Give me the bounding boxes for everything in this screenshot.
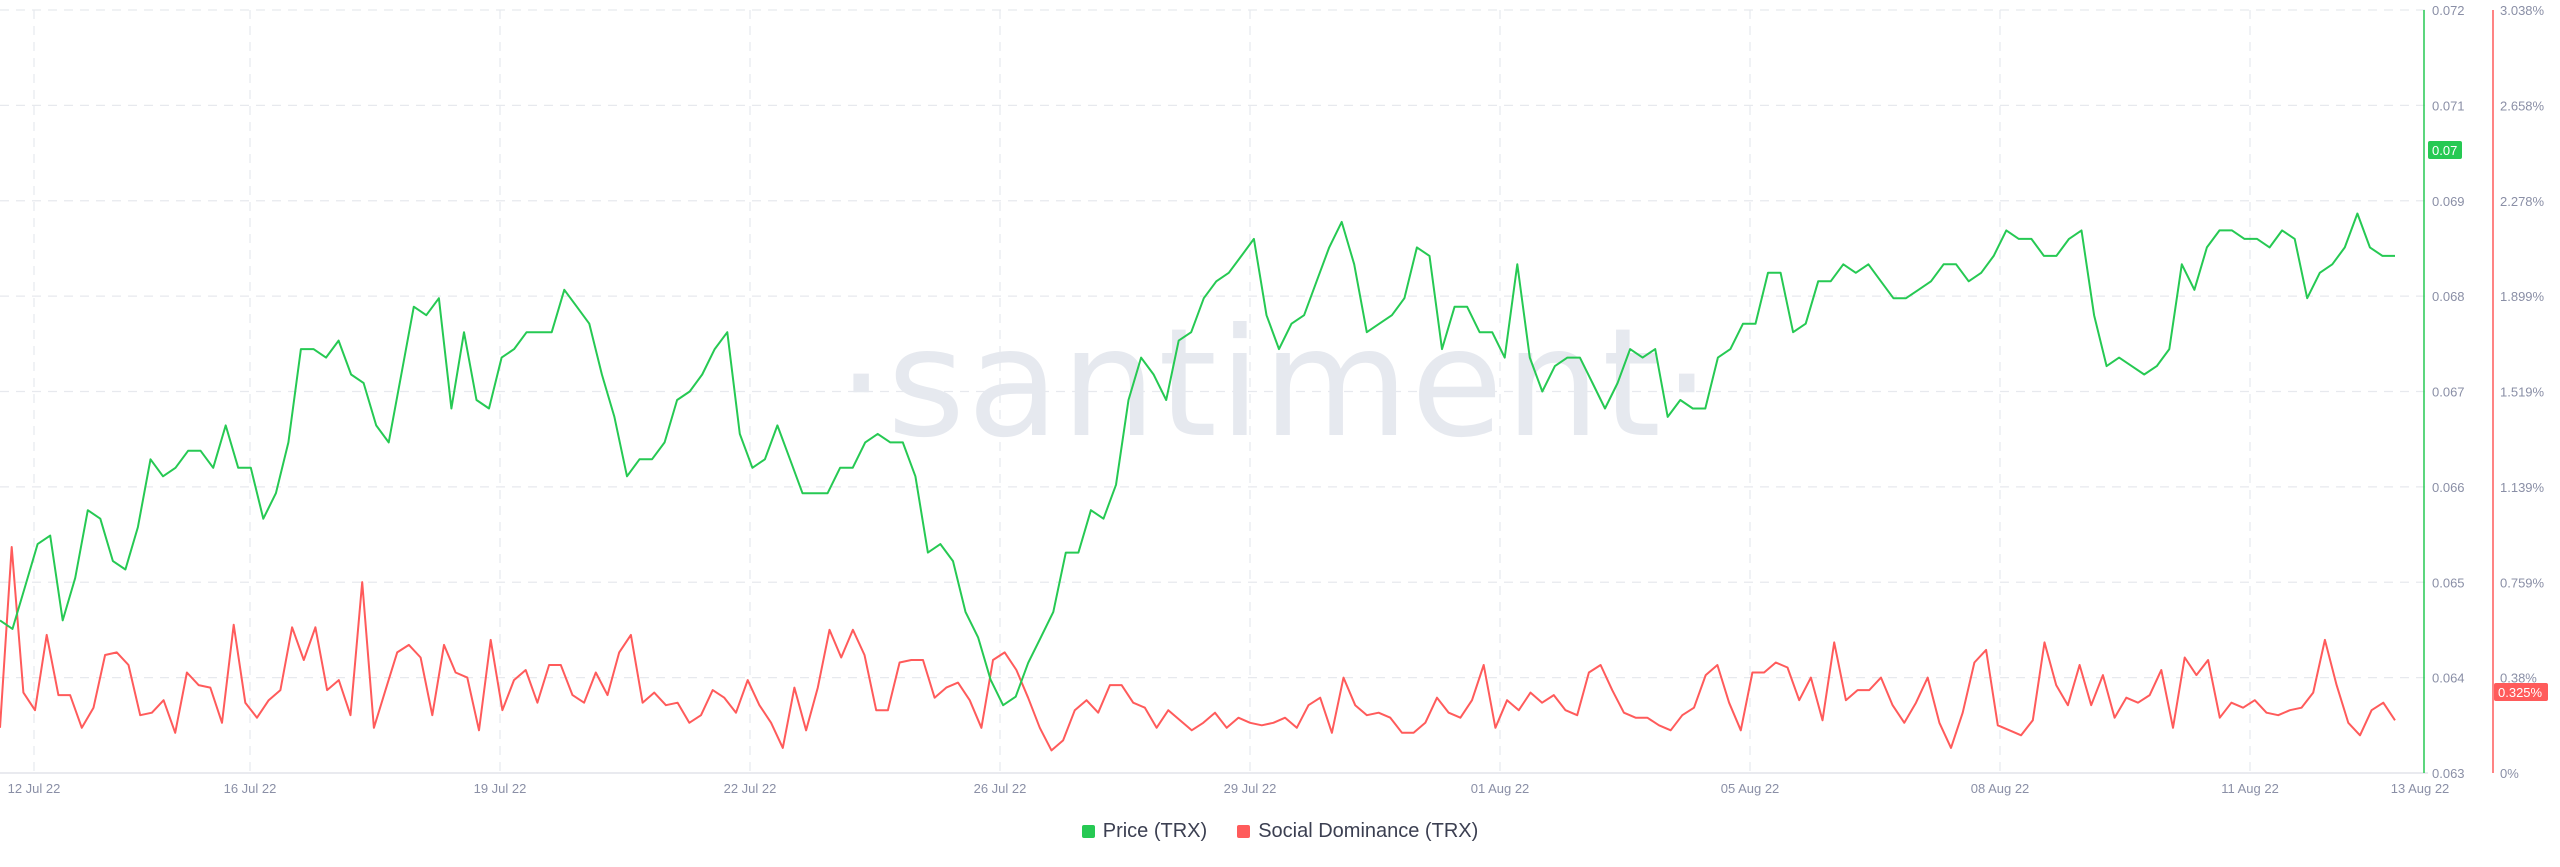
social-tick-label: 1.899%: [2500, 289, 2545, 304]
legend: Price (TRX) Social Dominance (TRX): [0, 820, 2560, 843]
x-tick-label: 01 Aug 22: [1471, 781, 1530, 796]
social-value-badge-bg: [2494, 683, 2548, 701]
social-tick-label: 0%: [2500, 766, 2519, 781]
social-tick-label: 1.519%: [2500, 385, 2545, 400]
price-tick-label: 0.067: [2432, 385, 2465, 400]
social-tick-label: 2.658%: [2500, 98, 2545, 113]
social-value-badge-text: 0.325%: [2498, 685, 2543, 700]
price-line: [0, 212, 2395, 707]
price-value-badge-text: 0.07: [2432, 143, 2457, 158]
legend-item-social[interactable]: Social Dominance (TRX): [1237, 820, 1478, 843]
legend-item-price[interactable]: Price (TRX): [1081, 820, 1208, 843]
x-tick-label: 12 Jul 22: [8, 781, 61, 796]
price-tick-label: 0.072: [2432, 3, 2465, 18]
social-axis-ticks: 3.038% 2.658% 2.278% 1.899% 1.519% 1.139% 0.75…: [2500, 3, 2545, 781]
santiment-watermark: ·santiment·: [837, 297, 1712, 471]
social-tick-label: 0.38%: [2500, 671, 2537, 686]
social-value-badge: 0.325%: [2494, 683, 2548, 701]
x-tick-label: 16 Jul 22: [224, 781, 277, 796]
axes: [0, 10, 2494, 774]
legend-label-price: Price (TRX): [1102, 820, 1208, 842]
grid: [0, 9, 2428, 773]
legend-label-social: Social Dominance (TRX): [1258, 820, 1479, 842]
x-tick-label: 26 Jul 22: [974, 781, 1027, 796]
price-tick-label: 0.066: [2432, 480, 2465, 495]
price-tick-label: 0.065: [2432, 575, 2465, 590]
price-axis-ticks: 0.072 0.071 0.069 0.068 0.067 0.066 0.065 0.064…: [2432, 3, 2465, 781]
series-lines: [0, 212, 2396, 752]
price-tick-label: 0.064: [2432, 671, 2465, 686]
price-value-badge-bg: [2428, 141, 2462, 159]
current-value-badges: 0.07 0.325%: [2428, 141, 2548, 701]
social-dominance-line: [0, 546, 2396, 752]
x-tick-label: 19 Jul 22: [474, 781, 527, 796]
price-tick-label: 0.068: [2432, 289, 2465, 304]
x-axis-ticks: 12 Jul 22 16 Jul 22 19 Jul 22 22 Jul 22 26 J…: [8, 781, 2450, 796]
legend-swatch-price: [1081, 825, 1095, 838]
price-tick-label: 0.063: [2432, 766, 2465, 781]
x-tick-label: 29 Jul 22: [1224, 781, 1277, 796]
price-value-badge: 0.07: [2428, 141, 2462, 159]
x-tick-label: 11 Aug 22: [2221, 781, 2279, 796]
price-tick-label: 0.071: [2432, 98, 2465, 113]
x-tick-label: 08 Aug 22: [1971, 781, 2030, 796]
x-tick-label: 13 Aug 22: [2391, 781, 2450, 796]
legend-swatch-social: [1237, 825, 1251, 838]
social-tick-label: 0.759%: [2500, 575, 2545, 590]
x-tick-label: 05 Aug 22: [1721, 781, 1780, 796]
price-tick-label: 0.069: [2432, 194, 2465, 209]
social-tick-label: 3.038%: [2500, 3, 2545, 18]
social-tick-label: 1.139%: [2500, 480, 2545, 495]
social-tick-label: 2.278%: [2500, 194, 2545, 209]
x-tick-label: 22 Jul 22: [724, 781, 777, 796]
